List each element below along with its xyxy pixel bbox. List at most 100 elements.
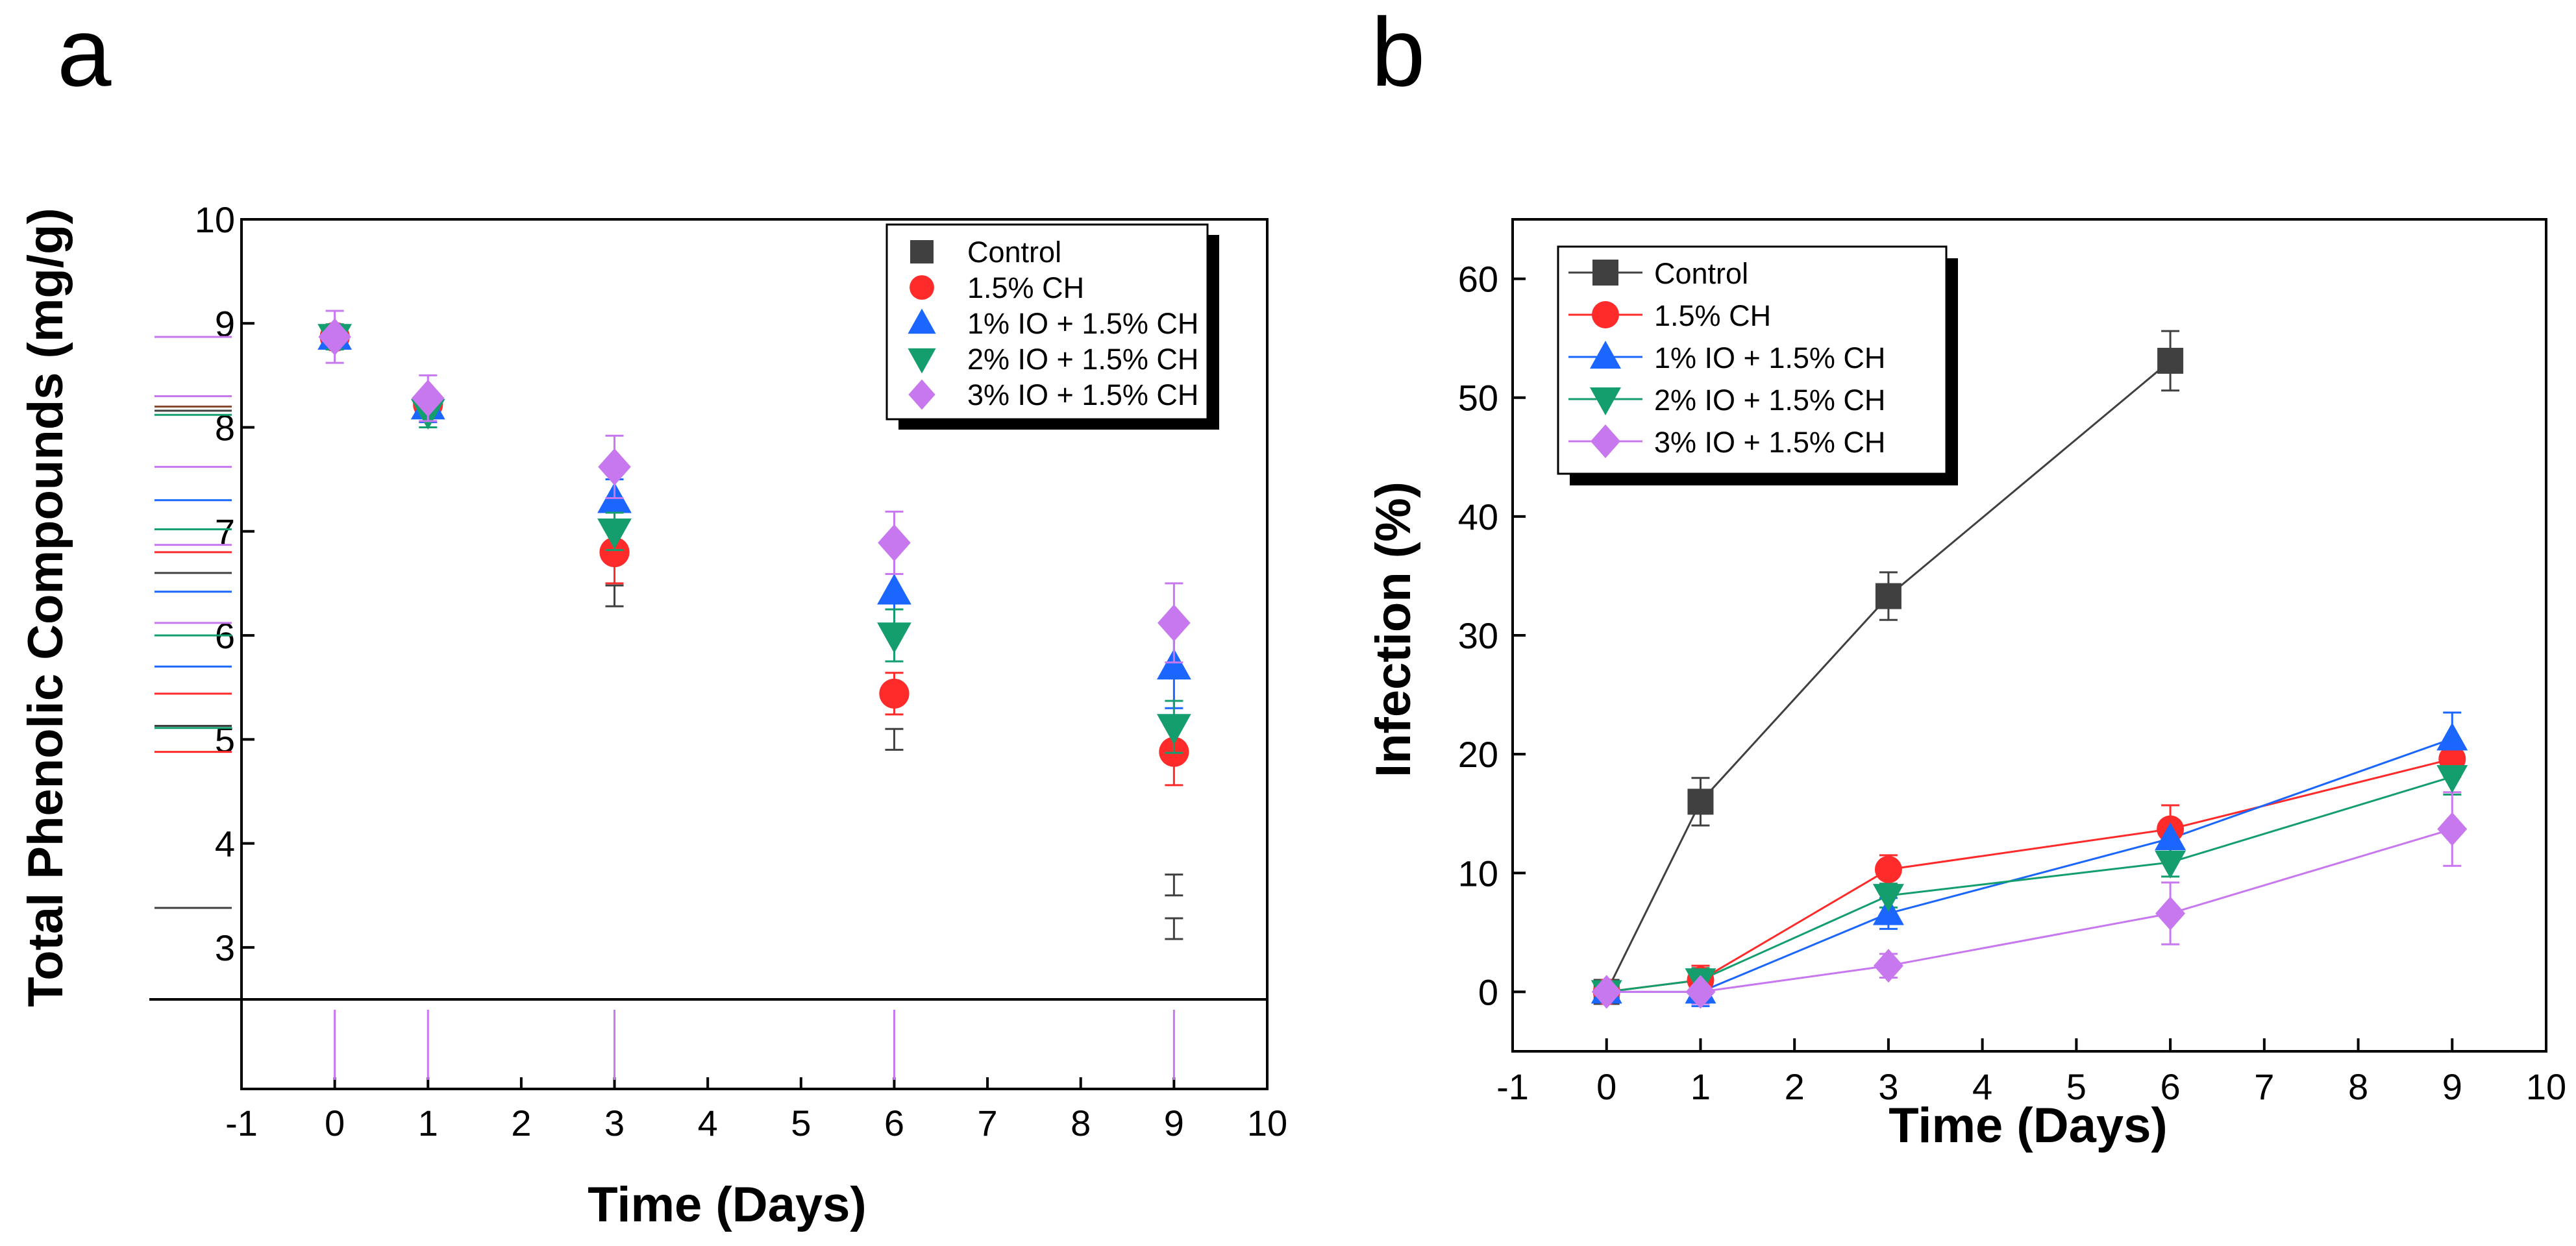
legend-entry: 1% IO + 1.5% CH <box>908 307 1198 340</box>
2pct-io-1-5pct-ch-point <box>2155 850 2186 879</box>
error-bar <box>1165 873 1183 897</box>
legend-label: 3% IO + 1.5% CH <box>967 378 1198 411</box>
1pct-io-1-5pct-ch-legend-marker <box>908 308 936 334</box>
2pct-io-1-5pct-ch-point <box>597 519 632 550</box>
legend-entry: 3% IO + 1.5% CH <box>1568 424 1885 459</box>
1-5pct-ch-point <box>879 678 910 709</box>
y-tick-label: 9 <box>215 303 235 344</box>
x-tick-label: 7 <box>2254 1066 2274 1107</box>
legend-entry: Control <box>910 236 1061 269</box>
legend-entry: 2% IO + 1.5% CH <box>1568 384 1885 417</box>
legend-label: 1.5% CH <box>1654 299 1771 332</box>
x-tick-label: -1 <box>225 1103 258 1143</box>
x-tick-label: 7 <box>978 1103 998 1143</box>
panel-b-label: b <box>1371 0 1425 106</box>
2pct-io-1-5pct-ch-point <box>1872 884 1904 912</box>
x-tick-label: 2 <box>1785 1066 1805 1107</box>
control-legend-marker <box>910 240 934 263</box>
x-tick-label: 10 <box>2526 1066 2566 1107</box>
x-tick-label: 0 <box>1596 1066 1616 1107</box>
3pct-io-1-5pct-ch-point <box>878 524 911 562</box>
error-bar <box>885 727 904 751</box>
rug-x-frame <box>240 998 1269 1090</box>
x-tick-label: -1 <box>1496 1066 1529 1107</box>
x-tick-label: 5 <box>2066 1066 2087 1107</box>
panel-b-legend: Control 1.5% CH 1% IO + 1.5% CH 2% IO + 1.5… <box>1557 245 1958 485</box>
y-tick-label: 0 <box>1478 971 1498 1012</box>
panel-a-data-marks <box>317 310 1191 940</box>
1pct-io-1-5pct-ch-point <box>2155 822 2186 851</box>
2pct-io-1-5pct-ch-legend-marker <box>908 348 936 374</box>
panel-b: 0 10 20 30 40 50 60 -1 0 1 2 3 4 5 6 7 8 9 10 Time (Days)… <box>1366 218 2566 1153</box>
2pct-io-1-5pct-ch-point <box>2436 764 2468 793</box>
y-tick-label: 30 <box>1458 615 1498 656</box>
2pct-io-1-5pct-ch-point <box>877 622 911 654</box>
x-tick-label: 9 <box>2442 1066 2462 1107</box>
1pct-io-1-5pct-ch-point <box>1156 648 1191 679</box>
control-legend-marker <box>1592 260 1618 286</box>
legend-label: 1% IO + 1.5% CH <box>1654 341 1885 374</box>
x-tick-label: 4 <box>1972 1066 1992 1107</box>
control-point <box>1687 788 1714 815</box>
panel-b-data-marks <box>1591 330 2468 1009</box>
2pct-io-1-5pct-ch-point <box>1156 714 1191 745</box>
rug-y-plot <box>155 336 232 909</box>
3pct-io-1-5pct-ch-point <box>1158 604 1191 642</box>
x-tick-label: 2 <box>511 1103 531 1143</box>
2pct-io-1-5pct-ch-legend-marker <box>1590 387 1621 415</box>
y-tick-label: 7 <box>215 511 235 552</box>
y-tick-label: 10 <box>195 199 235 240</box>
1pct-io-1-5pct-ch-point <box>877 574 911 605</box>
legend-label: Control <box>1654 257 1748 290</box>
x-tick-label: 3 <box>604 1103 625 1143</box>
legend-label: 1% IO + 1.5% CH <box>967 307 1198 340</box>
x-tick-label: 10 <box>1247 1103 1287 1143</box>
control-line <box>1605 360 2172 993</box>
3pct-io-1-5pct-ch-point <box>1873 949 1903 983</box>
panel-a-label: a <box>57 0 112 106</box>
3pct-io-1-5pct-ch-point <box>318 318 351 356</box>
x-tick-label: 0 <box>325 1103 345 1143</box>
control-point <box>1875 583 1901 609</box>
3pct-io-1-5pct-ch-legend-marker <box>1591 424 1620 458</box>
3pct-io-1-5pct-ch-line <box>1606 828 2453 993</box>
1-5pct-ch-legend-marker <box>910 275 934 300</box>
x-tick-label: 6 <box>2161 1066 2181 1107</box>
1-5pct-ch-point <box>599 537 630 567</box>
y-tick-label: 60 <box>1458 259 1498 300</box>
panel-b-y-axis-title: Infection (%) <box>1366 482 1421 777</box>
x-tick-label: 6 <box>884 1103 904 1143</box>
y-tick-label: 3 <box>215 927 235 968</box>
legend-box <box>886 223 1209 421</box>
control-point <box>2157 347 2184 374</box>
x-tick-label: 4 <box>698 1103 718 1143</box>
legend-entry: 1% IO + 1.5% CH <box>1568 341 1885 374</box>
legend-label: 2% IO + 1.5% CH <box>967 343 1198 376</box>
3pct-io-1-5pct-ch-point <box>2437 812 2468 846</box>
3pct-io-1-5pct-ch-point <box>1591 975 1622 1009</box>
3pct-io-1-5pct-ch-point <box>2155 896 2186 931</box>
legend-label: 1.5% CH <box>967 271 1084 304</box>
y-tick-label: 4 <box>215 824 235 864</box>
x-tick-label: 3 <box>1878 1066 1898 1107</box>
legend-label: Control <box>967 236 1061 269</box>
legend-entry: 3% IO + 1.5% CH <box>908 378 1198 411</box>
3pct-io-1-5pct-ch-point <box>411 380 445 417</box>
legend-entry: 1.5% CH <box>1568 299 1771 332</box>
x-tick-label: 1 <box>418 1103 438 1143</box>
legend-box <box>1557 245 1948 475</box>
y-tick-label: 50 <box>1458 378 1498 419</box>
y-tick-label: 8 <box>215 408 235 448</box>
y-tick-label: 40 <box>1458 496 1498 537</box>
x-tick-label: 1 <box>1690 1066 1711 1107</box>
legend-entry: 1.5% CH <box>910 271 1084 304</box>
legend-label: 3% IO + 1.5% CH <box>1654 426 1885 459</box>
x-tick-label: 5 <box>791 1103 811 1143</box>
legend-entry: 2% IO + 1.5% CH <box>908 343 1198 376</box>
x-tick-label: 8 <box>1071 1103 1091 1143</box>
panel-a-x-axis-title: Time (Days) <box>588 1177 866 1232</box>
